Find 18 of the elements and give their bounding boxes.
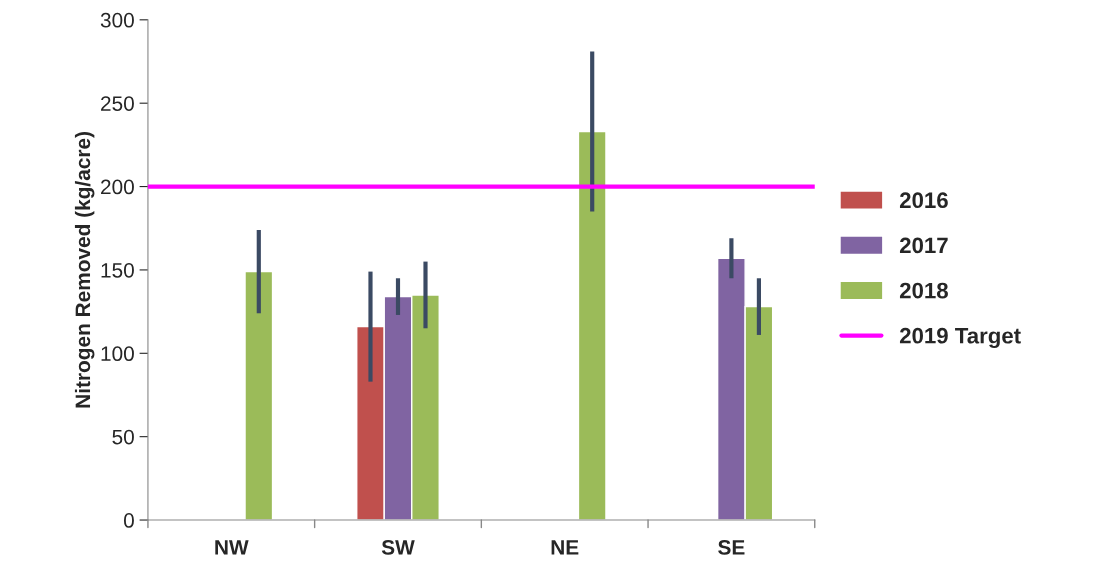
x-tick-label: SW (381, 540, 415, 555)
y-tick-label: 100 (101, 346, 134, 362)
y-tick-label: 0 (123, 513, 134, 528)
x-tick-label: NW (215, 540, 249, 555)
legend-label: 2017 (899, 237, 948, 254)
legend-label: 2016 (899, 192, 948, 209)
y-axis-title: Nitrogen Removed (kg/acre) (74, 132, 95, 408)
legend-label: 2018 (899, 282, 948, 299)
legend-label: 2019 Target (899, 327, 1021, 349)
y-tick-label: 200 (101, 179, 134, 195)
y-tick-label: 50 (112, 429, 134, 445)
y-tick-label: 300 (100, 12, 134, 28)
bar (577, 130, 607, 521)
bar (244, 270, 274, 521)
x-tick-label: SE (718, 540, 745, 555)
y-tick-label: 250 (101, 96, 134, 111)
y-tick-label: 150 (101, 262, 134, 278)
x-tick-label: NE (551, 540, 579, 555)
